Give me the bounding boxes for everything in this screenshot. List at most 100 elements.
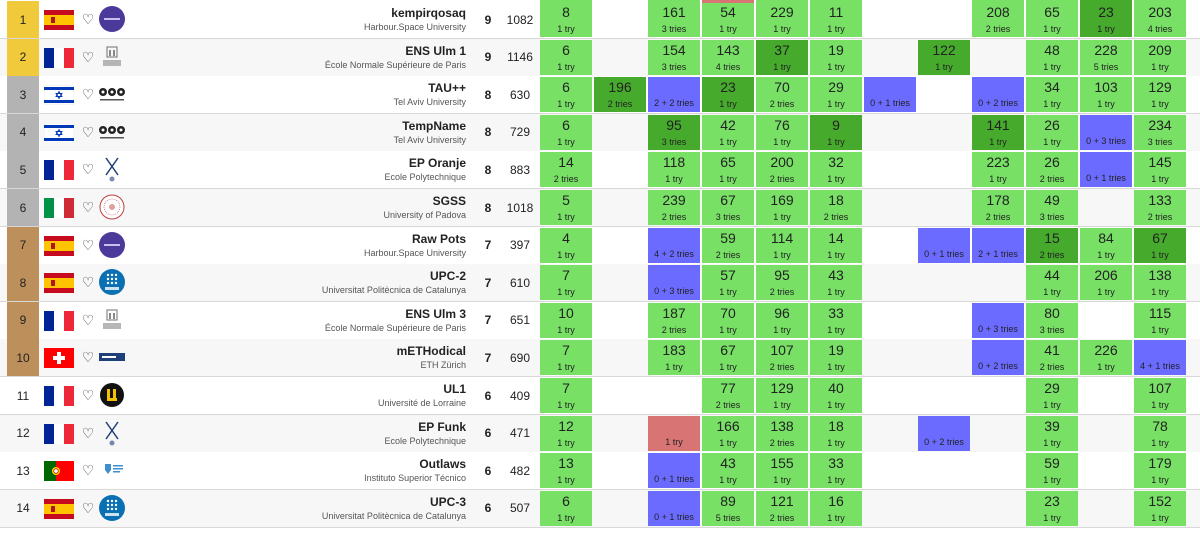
favorite-heart-icon[interactable]: ♡ [81, 161, 95, 178]
team-row[interactable]: 13 ♡ Outlaws Instituto Superior Técnico 6 482… [0, 452, 1200, 491]
problem-cell[interactable]: 33 1 try [810, 453, 862, 489]
favorite-heart-icon[interactable]: ♡ [81, 311, 95, 328]
problem-cell[interactable]: 70 2 tries [756, 77, 808, 113]
problem-cell[interactable]: 8 1 try [540, 2, 592, 37]
problem-cell[interactable]: 41 2 tries [1026, 340, 1078, 376]
team-name[interactable]: TempName [402, 118, 466, 133]
problem-cell[interactable]: 19 1 try [810, 340, 862, 376]
problem-cell[interactable]: 179 1 try [1134, 453, 1186, 489]
problem-cell[interactable]: 196 2 tries [594, 77, 646, 113]
problem-cell[interactable]: 6 1 try [540, 77, 592, 113]
problem-cell[interactable]: 4 1 try [540, 227, 592, 263]
favorite-heart-icon[interactable]: ♡ [81, 11, 95, 27]
team-name[interactable]: mETHodical [396, 344, 466, 359]
problem-cell[interactable]: 208 2 tries [972, 2, 1024, 37]
problem-cell[interactable]: 133 2 tries [1134, 190, 1186, 225]
problem-cell[interactable]: 103 1 try [1080, 77, 1132, 113]
problem-cell[interactable]: 96 1 try [756, 302, 808, 338]
problem-cell[interactable]: 0 + 2 tries [972, 77, 1024, 113]
problem-cell[interactable]: 23 1 try [1026, 490, 1078, 526]
team-row[interactable]: 12 ♡ EP Funk Ecole Polytechnique 6 471 12 1 try… [0, 414, 1200, 453]
problem-cell[interactable]: 187 2 tries [648, 302, 700, 338]
problem-cell[interactable]: 6 1 try [540, 114, 592, 150]
problem-cell[interactable]: 0 + 1 tries [648, 453, 700, 489]
problem-cell[interactable]: 107 2 tries [756, 340, 808, 376]
problem-cell[interactable]: 200 2 tries [756, 152, 808, 188]
problem-cell[interactable]: 16 1 try [810, 490, 862, 526]
problem-cell[interactable]: 115 1 try [1134, 302, 1186, 338]
team-row[interactable]: 14 ♡ UPC-3 Universitat Politècnica de Catal… [0, 489, 1200, 528]
problem-cell[interactable]: 129 1 try [1134, 77, 1186, 113]
problem-cell[interactable]: 183 1 try [648, 340, 700, 376]
problem-cell[interactable]: 43 1 try [810, 265, 862, 301]
team-row[interactable]: 3 ♡ TAU++ Tel Aviv University 8 630 6 1 try 196 2… [0, 76, 1200, 115]
problem-cell[interactable]: 138 2 tries [756, 415, 808, 451]
team-name[interactable]: UPC-2 [429, 269, 466, 284]
problem-cell[interactable]: 95 2 tries [756, 265, 808, 301]
team-name[interactable]: UL1 [443, 382, 466, 396]
problem-cell[interactable]: 39 1 try [1026, 415, 1078, 451]
problem-cell[interactable]: 89 5 tries [702, 490, 754, 526]
problem-cell[interactable]: 13 1 try [540, 453, 592, 489]
problem-cell[interactable]: 0 + 2 tries [918, 415, 970, 451]
favorite-heart-icon[interactable]: ♡ [81, 349, 95, 366]
problem-cell[interactable]: 0 + 2 tries [972, 340, 1024, 376]
problem-cell[interactable]: 143 4 tries [702, 39, 754, 75]
problem-cell[interactable]: 15 2 tries [1026, 227, 1078, 263]
problem-cell[interactable]: 11 1 try [810, 2, 862, 37]
problem-cell[interactable]: 206 1 try [1080, 265, 1132, 301]
problem-cell[interactable]: 78 1 try [1134, 415, 1186, 451]
problem-cell[interactable]: 33 1 try [810, 302, 862, 338]
team-row[interactable]: 5 ♡ EP Oranje Ecole Polytechnique 8 883 14 2 tr… [0, 151, 1200, 190]
favorite-heart-icon[interactable]: ♡ [81, 274, 95, 291]
favorite-heart-icon[interactable]: ♡ [81, 236, 95, 253]
problem-cell[interactable]: 0 + 3 tries [1080, 114, 1132, 150]
team-row[interactable]: 4 ♡ TempName Tel Aviv University 8 729 6 1 try 9… [0, 113, 1200, 152]
problem-cell[interactable]: 6 1 try [540, 490, 592, 526]
problem-cell[interactable]: 40 1 try [810, 378, 862, 413]
problem-cell[interactable]: 65 1 try [1026, 2, 1078, 37]
problem-cell[interactable]: 84 1 try [1080, 227, 1132, 263]
team-row[interactable]: 10 ♡ mETHodical ETH Zürich 7 690 7 1 try 183 1 tr… [0, 339, 1200, 378]
problem-cell[interactable]: 12 1 try [540, 415, 592, 451]
problem-cell[interactable]: 29 1 try [1026, 378, 1078, 413]
problem-cell[interactable]: 76 1 try [756, 114, 808, 150]
problem-cell[interactable]: 121 2 tries [756, 490, 808, 526]
problem-cell[interactable]: 14 1 try [810, 227, 862, 263]
problem-cell[interactable]: 0 + 1 tries [648, 490, 700, 526]
favorite-heart-icon[interactable]: ♡ [81, 424, 95, 441]
problem-cell[interactable]: 18 1 try [810, 415, 862, 451]
problem-cell[interactable]: 26 2 tries [1026, 152, 1078, 188]
problem-cell[interactable]: 138 1 try [1134, 265, 1186, 301]
problem-cell[interactable]: 67 1 try [702, 340, 754, 376]
problem-cell[interactable]: 4 + 2 tries [648, 227, 700, 263]
problem-cell[interactable]: 0 + 1 tries [864, 77, 916, 113]
problem-cell[interactable]: 114 1 try [756, 227, 808, 263]
problem-cell[interactable]: 169 1 try [756, 190, 808, 225]
favorite-heart-icon[interactable]: ♡ [81, 123, 95, 140]
problem-cell[interactable]: 226 1 try [1080, 340, 1132, 376]
problem-cell[interactable]: 18 2 tries [810, 190, 862, 225]
problem-cell[interactable]: 203 4 tries [1134, 2, 1186, 37]
problem-cell[interactable]: 14 2 tries [540, 152, 592, 188]
problem-cell[interactable]: 223 1 try [972, 152, 1024, 188]
problem-cell[interactable]: 9 1 try [810, 114, 862, 150]
problem-cell[interactable]: 59 2 tries [702, 227, 754, 263]
team-row[interactable]: 1 ♡ kempirqosaq Harbour.Space University 9 10… [0, 1, 1200, 39]
problem-cell[interactable]: 67 1 try [1134, 227, 1186, 263]
problem-cell[interactable]: 23 1 try [1080, 2, 1132, 37]
team-row[interactable]: 2 ♡ ENS Ulm 1 École Normale Supérieure de P… [0, 38, 1200, 77]
problem-cell[interactable]: 118 1 try [648, 152, 700, 188]
problem-cell[interactable]: 26 1 try [1026, 114, 1078, 150]
problem-cell[interactable]: 107 1 try [1134, 378, 1186, 413]
problem-cell[interactable]: 161 3 tries [648, 2, 700, 37]
team-row[interactable]: 6 ♡ SGSS University of Padova 8 1018 5 1 try 239… [0, 189, 1200, 227]
problem-cell[interactable]: 34 1 try [1026, 77, 1078, 113]
problem-cell[interactable]: 2 + 2 tries [648, 77, 700, 113]
problem-cell[interactable]: 0 + 1 tries [918, 227, 970, 263]
favorite-heart-icon[interactable]: ♡ [81, 199, 95, 215]
problem-cell[interactable]: 29 1 try [810, 77, 862, 113]
problem-cell[interactable]: 23 1 try [702, 77, 754, 113]
problem-cell[interactable]: 209 1 try [1134, 39, 1186, 75]
problem-cell[interactable]: 37 1 try [756, 39, 808, 75]
